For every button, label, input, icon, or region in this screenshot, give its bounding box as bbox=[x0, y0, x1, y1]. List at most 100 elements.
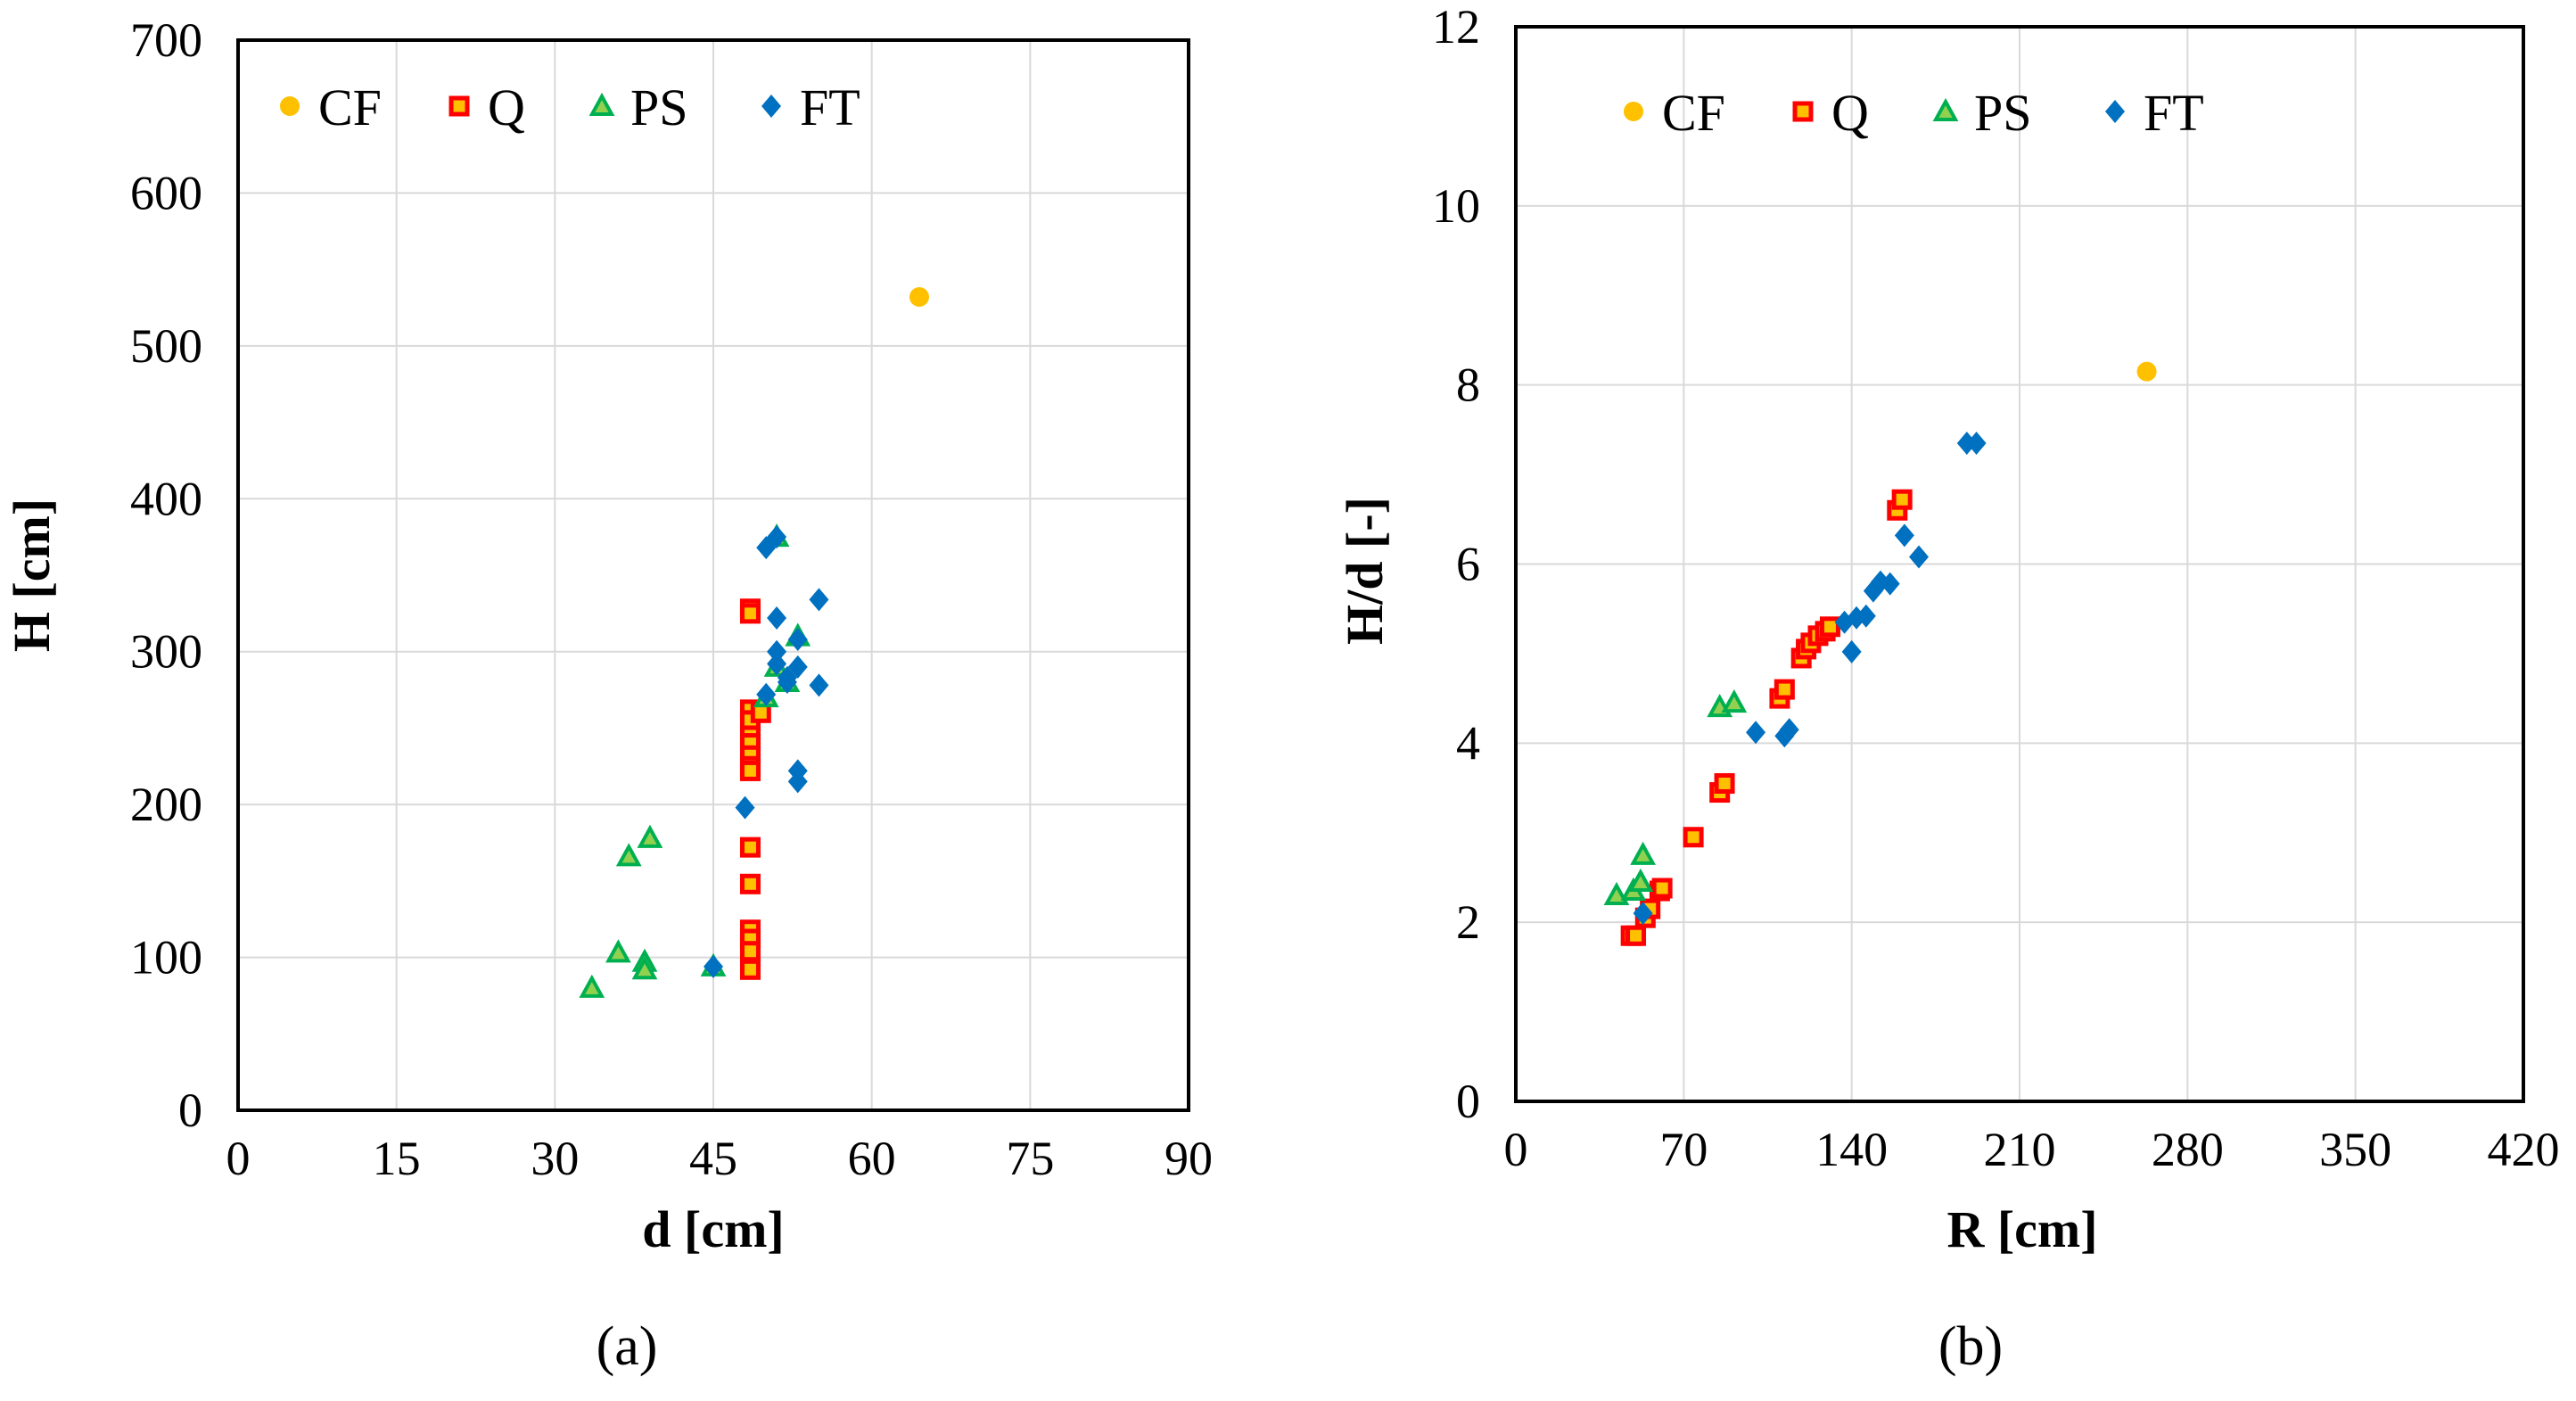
data-point-ps bbox=[637, 824, 663, 848]
data-point-ps bbox=[615, 843, 642, 867]
data-point-cf bbox=[909, 287, 929, 307]
x-tick-label: 210 bbox=[1984, 1123, 2056, 1176]
x-tick-label: 45 bbox=[689, 1132, 737, 1185]
series-cf bbox=[2136, 361, 2157, 382]
data-point-ft bbox=[787, 628, 808, 651]
data-point-q bbox=[739, 760, 761, 781]
data-point-q bbox=[739, 603, 761, 624]
data-point-q bbox=[1774, 679, 1795, 700]
data-point-ft bbox=[777, 671, 797, 694]
legend-label: Q bbox=[488, 78, 525, 136]
data-point-q bbox=[739, 836, 761, 858]
legend-label: PS bbox=[630, 78, 688, 136]
x-tick-label: 60 bbox=[848, 1132, 896, 1185]
panel-label: (a) bbox=[597, 1316, 658, 1377]
data-point-q bbox=[1819, 616, 1840, 638]
legend-item-cf: CF bbox=[1624, 84, 1725, 142]
data-point-ps bbox=[1627, 868, 1654, 892]
legend-item-ps: PS bbox=[1932, 84, 2032, 142]
data-point-q bbox=[1625, 925, 1647, 946]
x-tick-label: 30 bbox=[531, 1132, 579, 1185]
data-point-ft bbox=[1633, 902, 1653, 926]
y-tick-label: 300 bbox=[130, 625, 202, 679]
y-tick-label: 200 bbox=[130, 778, 202, 831]
series-q bbox=[739, 598, 771, 980]
data-point-q bbox=[739, 941, 761, 962]
y-tick-label: 700 bbox=[130, 13, 202, 67]
data-point-ft bbox=[1894, 523, 1914, 548]
y-tick-label: 400 bbox=[130, 472, 202, 525]
x-tick-label: 70 bbox=[1659, 1123, 1708, 1176]
legend-marker-ft bbox=[2105, 100, 2125, 123]
legend-marker-ft bbox=[761, 95, 781, 118]
legend-marker-cf bbox=[280, 96, 300, 116]
data-point-q bbox=[1683, 827, 1704, 848]
legend-item-q: Q bbox=[1792, 84, 1869, 142]
data-point-ft bbox=[1746, 721, 1766, 745]
x-tick-label: 420 bbox=[2488, 1123, 2560, 1176]
data-point-ft bbox=[767, 639, 787, 663]
legend-marker-q bbox=[1792, 101, 1814, 122]
data-point-ft bbox=[1856, 604, 1876, 628]
data-point-ft bbox=[1841, 639, 1862, 663]
legend-label: Q bbox=[1831, 84, 1869, 142]
legend-item-ps: PS bbox=[588, 78, 688, 136]
data-point-ft bbox=[809, 673, 829, 697]
data-point-ft bbox=[1779, 718, 1799, 742]
y-tick-label: 10 bbox=[1432, 179, 1480, 233]
data-point-ft bbox=[756, 536, 777, 560]
x-tick-label: 0 bbox=[1504, 1123, 1528, 1176]
legend-item-cf: CF bbox=[280, 78, 382, 136]
data-point-q bbox=[1891, 489, 1913, 510]
data-point-ft bbox=[704, 954, 723, 978]
series-ft bbox=[1633, 431, 1987, 926]
chart-a: 0 15 30 45 60 75 90 0 100 200 300 400 500 600 700 d [cm… bbox=[3, 13, 1213, 1377]
y-tick-label: 0 bbox=[1456, 1075, 1480, 1128]
data-point-ps bbox=[1721, 688, 1748, 713]
data-point-ft bbox=[767, 606, 787, 630]
data-point-ft bbox=[809, 588, 829, 612]
legend-label: FT bbox=[2144, 84, 2204, 142]
data-point-ps bbox=[1603, 881, 1630, 906]
data-point-ft bbox=[735, 795, 755, 820]
data-point-ft bbox=[1966, 431, 1987, 455]
series-ps bbox=[1603, 688, 1748, 906]
legend-label: FT bbox=[800, 78, 860, 136]
data-point-q bbox=[1714, 773, 1735, 795]
data-point-ft bbox=[1909, 545, 1929, 569]
y-tick-label: 600 bbox=[130, 166, 202, 219]
x-tick-label: 140 bbox=[1815, 1123, 1888, 1176]
data-point-cf bbox=[2136, 361, 2157, 382]
chart-b: 0 70 140 210 280 350 420 0 2 4 6 8 10 12 R [cm] H/d [-]… bbox=[1336, 0, 2560, 1377]
y-tick-label: 8 bbox=[1456, 358, 1480, 412]
legend-label: CF bbox=[318, 78, 382, 136]
legend-label: PS bbox=[1974, 84, 2032, 142]
legend-marker-cf bbox=[1624, 102, 1643, 121]
x-tick-label: 15 bbox=[373, 1132, 421, 1185]
data-point-ft bbox=[787, 770, 808, 794]
legend-marker-ps bbox=[1932, 97, 1959, 121]
data-point-q bbox=[739, 959, 761, 980]
series-q bbox=[1620, 489, 1913, 946]
x-tick-label: 0 bbox=[226, 1132, 251, 1185]
legend-label: CF bbox=[1662, 84, 1725, 142]
x-tick-label: 350 bbox=[2319, 1123, 2391, 1176]
data-point-ps bbox=[631, 956, 658, 980]
legend-marker-q bbox=[449, 95, 470, 117]
y-tick-label: 0 bbox=[178, 1084, 202, 1137]
series-cf bbox=[909, 287, 929, 307]
x-tick-label: 90 bbox=[1165, 1132, 1213, 1185]
data-point-ps bbox=[605, 939, 631, 963]
y-tick-label: 12 bbox=[1432, 0, 1480, 54]
y-tick-label: 2 bbox=[1456, 895, 1480, 949]
data-point-q bbox=[1651, 878, 1673, 899]
y-tick-label: 500 bbox=[130, 319, 202, 373]
y-axis-title: H [cm] bbox=[3, 499, 61, 652]
y-tick-label: 100 bbox=[130, 931, 202, 985]
y-axis-title: H/d [-] bbox=[1336, 497, 1394, 645]
plot-border bbox=[1514, 25, 2525, 1103]
panel-label: (b) bbox=[1938, 1316, 2003, 1377]
x-tick-label: 280 bbox=[2152, 1123, 2224, 1176]
data-point-ps bbox=[579, 974, 605, 998]
